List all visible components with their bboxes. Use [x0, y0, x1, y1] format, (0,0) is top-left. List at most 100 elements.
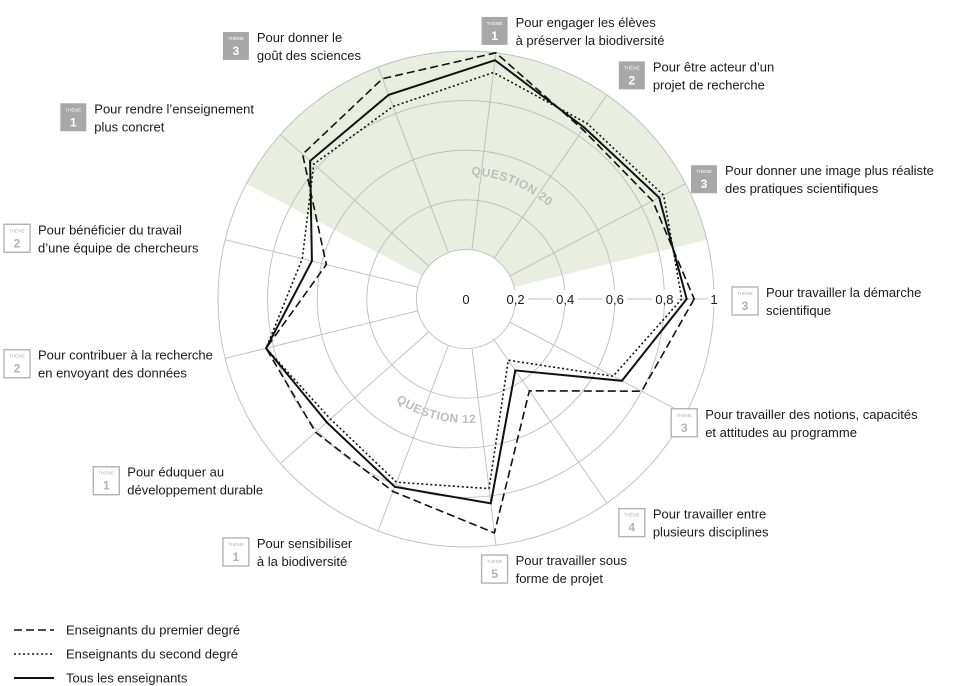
question-12-label: QUESTION 12 [394, 392, 477, 426]
tick-label: 1 [710, 292, 717, 307]
theme-badge [222, 32, 249, 61]
series-dashed [265, 51, 696, 534]
tick-bg [602, 290, 628, 306]
legend-label: Enseignants du premier degré [66, 623, 240, 638]
axis-label-text: scientifique [766, 303, 831, 318]
theme-badge [670, 408, 698, 438]
theme-badge-number: 1 [103, 479, 110, 493]
tick-label: 0,8 [655, 292, 673, 307]
axis-label-text: Pour travailler des notions, capacités [705, 407, 918, 422]
spoke [377, 345, 449, 532]
theme-badge-number: 2 [628, 73, 635, 87]
theme-badge-number: 3 [681, 421, 688, 435]
question-20-highlight [246, 51, 707, 288]
theme-badge [222, 537, 250, 567]
axis-label-text: Pour donner une image plus réaliste [725, 163, 934, 178]
axis-label-text: Pour travailler la démarche [766, 285, 921, 300]
axis-label-text: développement durable [127, 483, 263, 498]
axis-label-text: à la biodiversité [257, 554, 347, 569]
axis-label-text: à préserver la biodiversité [516, 33, 665, 48]
axis-label-text: Pour être acteur d’un [653, 59, 774, 74]
axis-label-11: THÈME 1 Pour engager les élèves à préserver… [481, 15, 665, 48]
theme-badge [618, 61, 645, 90]
theme-badge-word: THÈME [487, 558, 503, 564]
axis-label-text: plus concret [94, 119, 164, 134]
axis-label-text: Pour donner le [257, 30, 342, 45]
theme-badge [731, 286, 759, 316]
spoke [509, 321, 686, 415]
theme-badge-number: 5 [491, 567, 498, 581]
spoke [493, 339, 608, 504]
tick-bg [552, 290, 578, 306]
spoke [493, 94, 608, 259]
theme-badge [480, 554, 509, 584]
theme-badge-number: 3 [701, 177, 708, 191]
theme-badge-word: THÈME [696, 168, 712, 174]
theme-badge-number: 1 [70, 115, 77, 129]
tick-bg [651, 290, 677, 306]
theme-badge [3, 349, 31, 379]
axis-label-text: Pour travailler sous [516, 553, 628, 568]
theme-badge-number: 1 [491, 29, 498, 43]
spoke [280, 331, 430, 464]
axis-label-text: d’une équipe de chercheurs [38, 240, 199, 255]
theme-badge-word: THÈME [624, 64, 640, 70]
theme-badge [3, 223, 31, 253]
theme-badge-number: 3 [742, 299, 749, 313]
spoke [471, 348, 497, 546]
theme-badge-word: THÈME [487, 20, 503, 26]
tick-label: 0 [462, 292, 469, 307]
spoke [509, 183, 686, 277]
axis-label-text: plusieurs disciplines [653, 525, 769, 540]
theme-badge-number: 2 [14, 236, 21, 250]
axis-label-6: THÈME 1 Pour éduquer au développement durab… [92, 465, 263, 498]
theme-badge [481, 16, 508, 45]
theme-badge-number: 3 [233, 44, 240, 58]
axis-label-text: en envoyant des données [38, 366, 187, 381]
theme-badge-word: THÈME [98, 470, 114, 476]
theme-badge-number: 1 [233, 550, 240, 564]
axis-label-13: THÈME 3 Pour donner une image plus réalist… [691, 163, 934, 196]
theme-badge [92, 466, 120, 496]
spoke [225, 310, 418, 359]
axis-label-text: Pour éduquer au [127, 465, 224, 480]
theme-badge-word: THÈME [676, 412, 692, 418]
theme-badge-word: THÈME [9, 227, 25, 233]
tick-bg [460, 290, 472, 306]
theme-badge-word: THÈME [228, 541, 244, 547]
theme-badge [618, 507, 646, 538]
axis-label-9: THÈME 1 Pour rendre l’enseignement plus con… [60, 101, 254, 134]
spoke [225, 239, 418, 288]
axis-label-text: et attitudes au programme [705, 425, 857, 440]
tick-bg [503, 290, 529, 306]
axis-label-text: des pratiques scientifiques [725, 181, 879, 196]
spoke [377, 66, 449, 253]
axis-label-4: THÈME 5 Pour travailler sous forme de proje… [480, 553, 628, 586]
axis-label-text: Pour bénéficier du travail [38, 222, 182, 237]
theme-badge-word: THÈME [65, 106, 81, 112]
axis-label-7: THÈME 2 Pour contribuer à la recherche en e… [3, 348, 213, 381]
axis-label-text: Pour engager les élèves [516, 15, 657, 30]
theme-badge-number: 2 [14, 362, 21, 376]
legend-label: Enseignants du second degré [66, 647, 238, 662]
axis-label-text: Pour rendre l’enseignement [94, 101, 254, 116]
legend-label: Tous les enseignants [66, 671, 188, 686]
axis-label-text: forme de projet [516, 571, 604, 586]
axis-label-2: THÈME 3 Pour travailler des notions, capac… [670, 407, 918, 440]
tick-label: 0,6 [606, 292, 624, 307]
axis-label-10: THÈME 3 Pour donner le goût des sciences [222, 30, 361, 63]
theme-badge-word: THÈME [9, 353, 25, 359]
axis-label-text: Pour sensibiliser [257, 536, 353, 551]
axis-label-12: THÈME 2 Pour être acteur d’un projet de rec… [618, 59, 774, 92]
theme-badge-number: 4 [628, 521, 635, 535]
theme-badge-word: THÈME [737, 290, 753, 296]
series-solid [264, 59, 688, 505]
series-dotted [265, 71, 683, 490]
axis-label-5: THÈME 1 Pour sensibiliser à la biodiversité [222, 536, 353, 569]
theme-badge [691, 165, 717, 194]
spoke [471, 52, 497, 250]
tick-label: 0,4 [556, 292, 574, 307]
axis-label-text: projet de recherche [653, 77, 765, 92]
axis-label-3: THÈME 4 Pour travailler entre plusieurs dis… [618, 507, 769, 540]
